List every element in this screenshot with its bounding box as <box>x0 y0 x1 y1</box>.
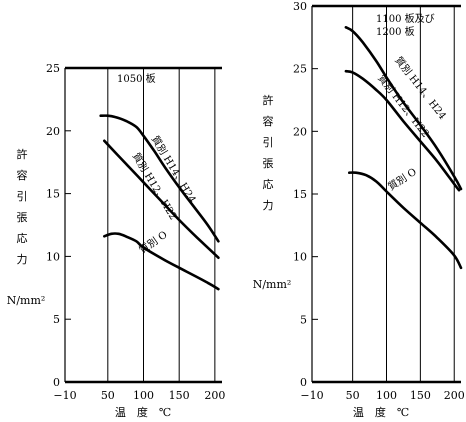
y-tick-label: 0 <box>53 376 60 389</box>
y-axis-unit: N/mm² <box>7 294 46 307</box>
y-axis-label-char: 力 <box>17 253 28 266</box>
plate-annotation: 1100 板及び <box>376 12 435 25</box>
x-tick-label: 100 <box>376 389 397 402</box>
y-tick-label: 15 <box>46 188 60 201</box>
series-line <box>344 26 463 191</box>
y-axis-label-char: 応 <box>17 231 28 245</box>
x-tick-label: 150 <box>169 389 190 402</box>
x-tick-label: 200 <box>444 389 465 402</box>
y-tick-label: 10 <box>46 250 60 263</box>
y-axis-label-char: 許 <box>17 148 28 161</box>
x-tick-label: 200 <box>204 389 225 402</box>
series-line <box>348 171 463 270</box>
series-line <box>344 69 461 192</box>
plate-annotation: 1050 板 <box>117 72 156 85</box>
x-axis-label: 温 度 ℃ <box>353 405 409 419</box>
x-axis-label: 温 度 ℃ <box>115 405 171 419</box>
series-line <box>99 114 220 243</box>
y-axis-label-char: 引 <box>17 189 28 203</box>
y-tick-label: 25 <box>293 63 307 76</box>
y-axis-label-char: 容 <box>17 168 28 182</box>
y-tick-label: 25 <box>46 62 60 75</box>
y-tick-label: 15 <box>293 188 307 201</box>
y-axis-label-char: 力 <box>263 199 274 212</box>
y-axis-label-char: 許 <box>263 94 274 107</box>
y-tick-label: 10 <box>293 251 307 264</box>
y-axis-label-char: 引 <box>263 135 274 149</box>
y-tick-label: 5 <box>53 313 60 326</box>
series-label: 質別 H12、H22 <box>375 72 432 140</box>
y-axis-label-char: 張 <box>263 157 274 170</box>
x-tick-label: −10 <box>53 389 76 402</box>
x-tick-label: 50 <box>101 389 115 402</box>
series-label: 質別 O <box>385 165 418 193</box>
y-tick-label: 20 <box>46 125 60 138</box>
y-tick-label: 5 <box>300 313 307 326</box>
x-tick-label: 50 <box>346 389 360 402</box>
series-line <box>103 232 220 291</box>
y-tick-label: 20 <box>293 125 307 138</box>
y-axis-label-char: 容 <box>263 114 274 128</box>
series-line <box>103 139 220 259</box>
plate-annotation: 1200 板 <box>376 25 415 38</box>
x-tick-label: −10 <box>300 389 323 402</box>
y-tick-label: 30 <box>293 0 307 13</box>
y-tick-label: 0 <box>300 376 307 389</box>
y-axis-label-char: 応 <box>263 177 274 191</box>
x-tick-label: 150 <box>410 389 431 402</box>
y-axis-label-char: 張 <box>17 211 28 224</box>
x-tick-label: 100 <box>133 389 154 402</box>
y-axis-unit: N/mm² <box>253 278 292 291</box>
